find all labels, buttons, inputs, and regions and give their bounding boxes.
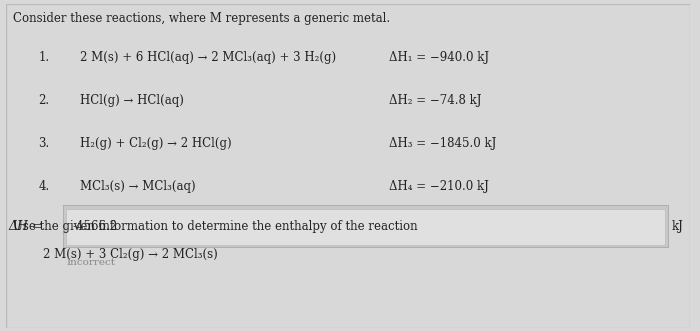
Text: -4566.2: -4566.2 [72,220,117,233]
Text: Use the given information to determine the enthalpy of the reaction: Use the given information to determine t… [13,220,417,233]
Text: H₂(g) + Cl₂(g) → 2 HCl(g): H₂(g) + Cl₂(g) → 2 HCl(g) [80,137,232,150]
Text: ΔH₄ = −210.0 kJ: ΔH₄ = −210.0 kJ [389,180,489,193]
FancyBboxPatch shape [66,209,666,245]
Text: ΔH₃ = −1845.0 kJ: ΔH₃ = −1845.0 kJ [389,137,496,150]
Text: 2 M(s) + 3 Cl₂(g) → 2 MCl₃(s): 2 M(s) + 3 Cl₂(g) → 2 MCl₃(s) [43,248,218,261]
Text: HCl(g) → HCl(aq): HCl(g) → HCl(aq) [80,94,184,107]
Text: 4.: 4. [38,180,50,193]
Text: ΔH₂ = −74.8 kJ: ΔH₂ = −74.8 kJ [389,94,481,107]
Text: MCl₃(s) → MCl₃(aq): MCl₃(s) → MCl₃(aq) [80,180,196,193]
Text: 1.: 1. [38,51,50,64]
Text: 2 M(s) + 6 HCl(aq) → 2 MCl₃(aq) + 3 H₂(g): 2 M(s) + 6 HCl(aq) → 2 MCl₃(aq) + 3 H₂(g… [80,51,337,64]
Text: ΔH₁ = −940.0 kJ: ΔH₁ = −940.0 kJ [389,51,489,64]
Text: 3.: 3. [38,137,50,150]
Text: 2.: 2. [38,94,50,107]
Text: ΔH =: ΔH = [8,220,43,233]
Text: Incorrect: Incorrect [66,258,116,267]
Text: kJ: kJ [672,220,684,233]
FancyBboxPatch shape [63,205,668,248]
Text: Consider these reactions, where M represents a generic metal.: Consider these reactions, where M repres… [13,12,390,24]
